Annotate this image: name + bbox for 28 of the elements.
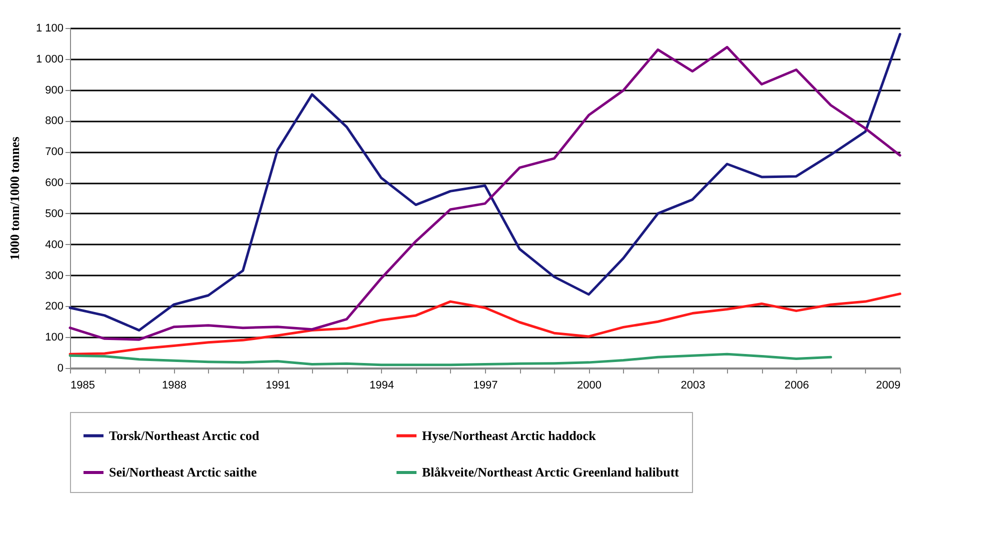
y-tick-label: 500 xyxy=(45,208,64,220)
y-tick-label: 700 xyxy=(45,146,64,158)
y-tick-label: 900 xyxy=(45,84,64,96)
y-tick-label: 800 xyxy=(45,115,64,128)
legend-label: Hyse/Northeast Arctic haddock xyxy=(422,428,597,443)
y-tick-label: 400 xyxy=(45,238,64,251)
y-tick-label: 100 xyxy=(45,332,64,344)
x-tick-label: 1988 xyxy=(162,380,186,392)
x-tick-label: 1985 xyxy=(70,380,95,392)
y-tick-label: 300 xyxy=(45,270,64,282)
y-tick-label: 0 xyxy=(57,362,64,374)
x-tick-label: 2006 xyxy=(784,380,809,392)
legend-label: Sei/Northeast Arctic saithe xyxy=(109,464,258,480)
x-tick-label: 1994 xyxy=(370,380,394,392)
line-series xyxy=(68,352,832,366)
y-tick-label: 1 000 xyxy=(36,53,64,66)
x-tick-label: 2003 xyxy=(680,380,706,392)
x-tick-label: 1991 xyxy=(266,380,290,392)
line-series xyxy=(68,292,902,356)
y-tick-label: 1 100 xyxy=(36,22,64,34)
legend-label: Torsk/Northeast Arctic cod xyxy=(109,428,260,443)
legend-label: Blåkveite/Northeast Arctic Greenland halibutt xyxy=(422,464,680,480)
y-axis-title: 1000 tonn/1000 tonnes xyxy=(6,136,22,260)
x-tick-label: 1997 xyxy=(473,380,498,392)
x-tick-label: 2009 xyxy=(876,380,900,392)
y-tick-label: 200 xyxy=(45,300,64,313)
y-tick-label: 600 xyxy=(45,177,64,190)
x-tick-label: 2000 xyxy=(577,380,602,392)
